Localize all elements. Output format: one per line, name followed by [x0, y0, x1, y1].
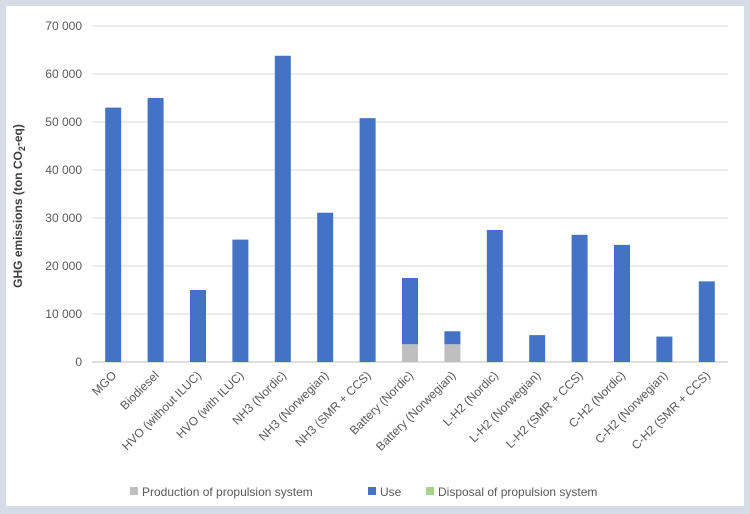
y-tick-label: 30 000	[45, 211, 82, 225]
bar-segment	[486, 230, 503, 362]
chart-panel: 0 10 000 20 000 30 000 40 000 50 000 60 000 70 …	[6, 6, 744, 506]
bar-segment	[698, 281, 715, 362]
bar-segment	[402, 278, 418, 345]
y-tick-label: 60 000	[45, 67, 82, 81]
bar-segment	[317, 212, 334, 362]
x-tick-label: Battery (Norwegian)	[373, 368, 458, 453]
bar-segment	[359, 118, 376, 362]
y-axis-ticks: 0 10 000 20 000 30 000 40 000 50 000 60 000 70 …	[45, 19, 82, 369]
bar-segment	[232, 239, 249, 362]
legend-swatch	[130, 487, 138, 495]
x-tick-label: C-H2 (SMR + CCS)	[629, 368, 713, 452]
y-tick-label: 0	[75, 355, 82, 369]
legend-swatch	[426, 487, 434, 495]
legend: Production of propulsion system Use Dispos…	[130, 485, 597, 499]
bar-segment	[274, 55, 291, 362]
bar-segment	[529, 335, 546, 362]
bar-segment	[105, 107, 122, 362]
bar-segment	[402, 344, 418, 362]
ghg-emissions-chart: 0 10 000 20 000 30 000 40 000 50 000 60 000 70 …	[11, 19, 728, 499]
y-tick-label: 10 000	[45, 307, 82, 321]
x-tick-label: L-H2 (Norwegian)	[466, 368, 543, 445]
y-tick-label: 50 000	[45, 115, 82, 129]
bar-segment	[190, 290, 206, 362]
y-tick-label: 40 000	[45, 163, 82, 177]
legend-label: Production of propulsion system	[142, 485, 313, 499]
bar-segment	[444, 331, 461, 345]
bars	[105, 55, 715, 362]
bar-segment	[571, 234, 588, 362]
x-tick-label: MGO	[89, 368, 119, 398]
legend-label: Disposal of propulsion system	[438, 485, 597, 499]
x-tick-label: Biodiesel	[117, 368, 161, 412]
y-axis-label: GHG emissions (ton CO2-eq)	[11, 124, 27, 288]
bar-segment	[656, 336, 673, 362]
y-tick-label: 70 000	[45, 19, 82, 33]
x-tick-label: HVO (without ILUC)	[119, 368, 204, 453]
x-tick-label: L-H2 (SMR + CCS)	[503, 368, 586, 451]
bar-segment	[614, 244, 630, 362]
y-tick-label: 20 000	[45, 259, 82, 273]
x-tick-label: NH3 (SMR + CCS)	[292, 368, 373, 449]
bar-segment	[147, 98, 164, 362]
legend-swatch	[368, 487, 376, 495]
x-tick-label: C-H2 (Norwegian)	[592, 368, 670, 446]
bar-segment	[444, 344, 461, 362]
legend-label: Use	[380, 485, 402, 499]
